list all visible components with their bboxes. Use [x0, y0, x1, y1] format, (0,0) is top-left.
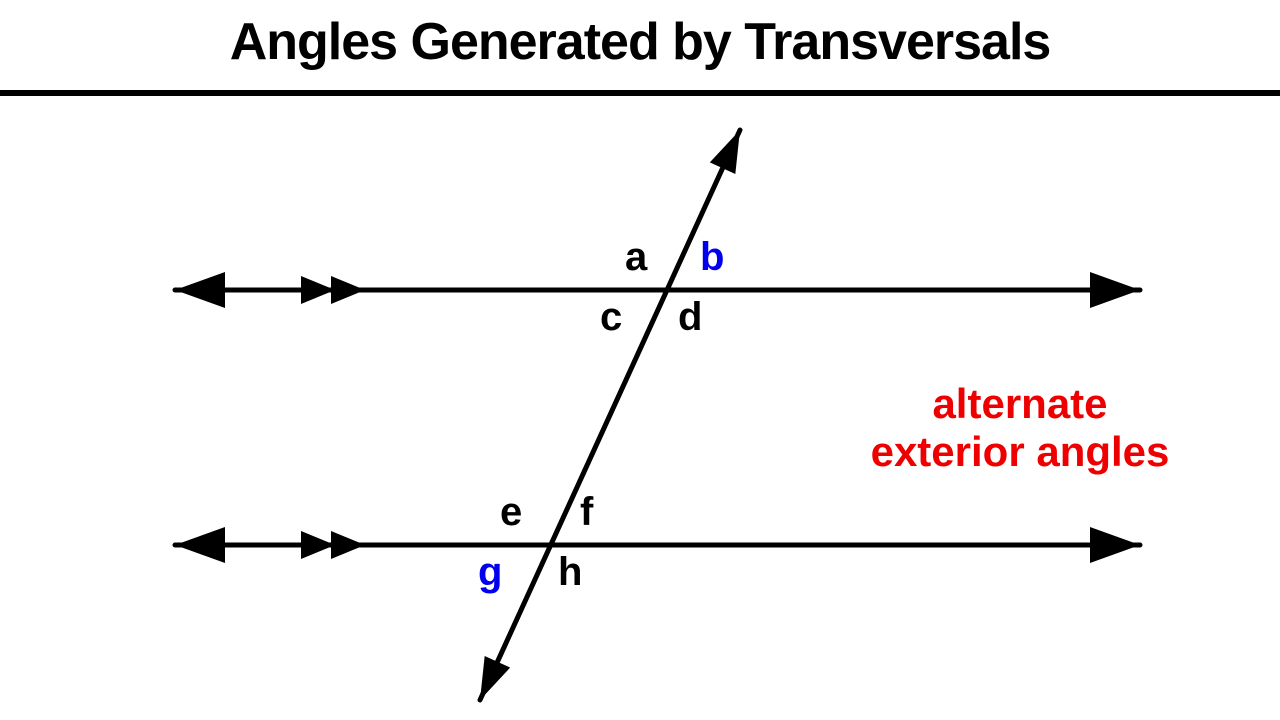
page-title: Angles Generated by Transversals [0, 12, 1280, 72]
angle-label-e: e [500, 490, 522, 535]
title-rule [0, 90, 1280, 96]
angle-label-a: a [625, 235, 647, 280]
diagram-container: { "title": { "text": "Angles Generated b… [0, 0, 1280, 720]
angle-label-h: h [558, 550, 582, 595]
angle-label-c: c [600, 295, 622, 340]
angle-label-b: b [700, 235, 724, 280]
caption-line2: exterior angles [871, 428, 1170, 475]
angle-label-g: g [478, 550, 502, 595]
diagram-area: a b c d e f g h alternate exterior angle… [0, 100, 1280, 720]
caption-line1: alternate [932, 380, 1107, 427]
angle-label-d: d [678, 295, 702, 340]
angle-label-f: f [580, 490, 593, 535]
angle-type-caption: alternate exterior angles [815, 380, 1225, 477]
